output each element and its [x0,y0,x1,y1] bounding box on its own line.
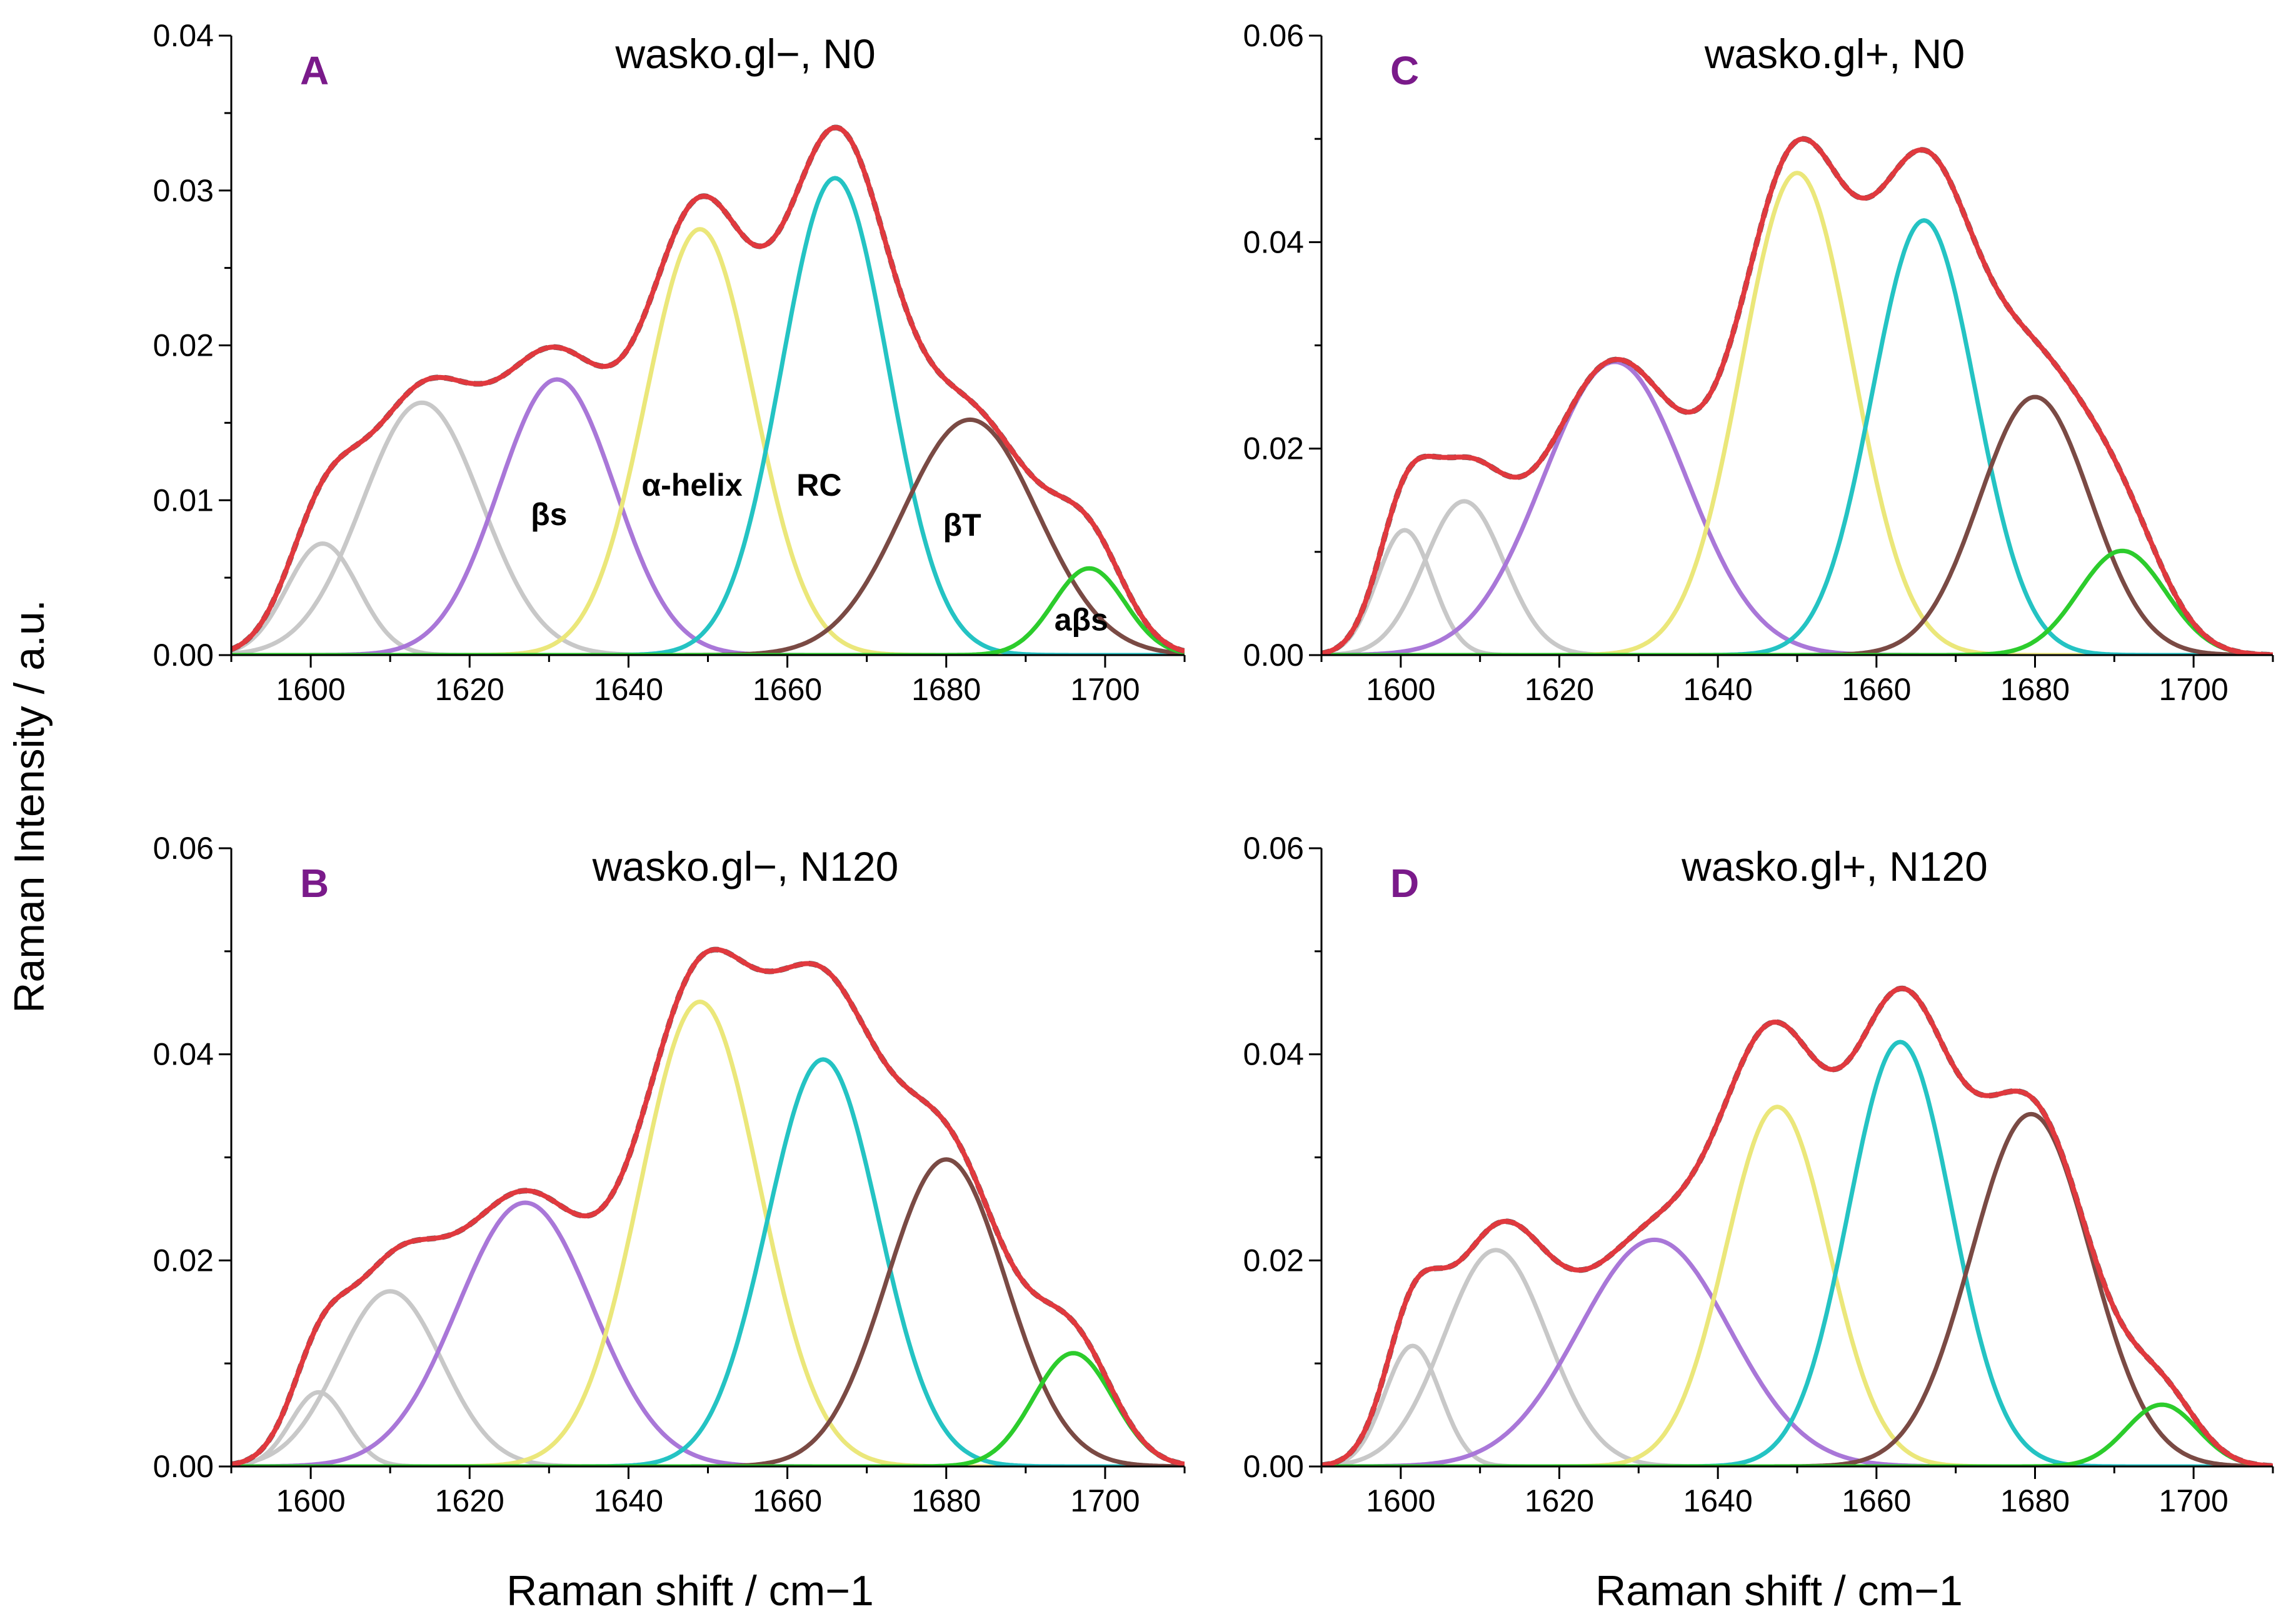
x-tick-label: 1660 [753,1483,822,1518]
x-tick-label: 1660 [753,672,822,707]
x-tick-label: 1680 [911,1483,981,1518]
series-alpha-helix [1321,1105,2273,1466]
y-tick-label: 0.06 [153,831,214,866]
panel-title: wasko.gl+, N0 [1704,31,1965,77]
x-tick-label: 1700 [2159,1483,2228,1518]
curves [1321,985,2273,1466]
y-tick-label: 0.04 [1243,224,1304,259]
series-beta-sheet [1321,359,2273,655]
x-tick-label: 1640 [1683,1483,1753,1518]
x-tick-label: 1640 [594,672,663,707]
panel-letter: A [300,48,329,93]
y-tick-label: 0.00 [1243,1449,1304,1484]
series-band-2 [1321,499,2273,655]
series-anti-beta-sheet [1321,548,2273,655]
panel-title: wasko.gl−, N0 [614,31,875,77]
y-tick-label: 0.06 [1243,18,1304,53]
series-anti-beta-sheet [1321,1402,2273,1466]
x-tick-label: 1620 [435,672,504,707]
series-random-coil [231,1057,1185,1466]
band-label: βT [943,508,981,543]
y-tick-label: 0.04 [153,18,214,53]
y-tick-label: 0.01 [153,483,214,518]
x-tick-label: 1600 [276,1483,345,1518]
x-tick-label: 1680 [911,672,981,707]
series-band-1 [231,541,1185,655]
x-tick-label: 1620 [1525,1483,1594,1518]
y-tick-label: 0.00 [153,1449,214,1484]
band-label: βs [531,497,567,532]
panel-d: 0.00 0.02 0.04 0.06 1600 1620 1640 1660 1680 1700… [1243,831,2274,1518]
y-tick-label: 0.02 [1243,1243,1304,1278]
series-random-coil [231,176,1185,655]
y-tick-label: 0.04 [1243,1037,1304,1072]
series-band-1 [1321,1343,2273,1466]
series-beta-sheet [231,377,1185,655]
x-tick-label: 1620 [435,1483,504,1518]
series-random-coil [1321,218,2273,655]
panel-c: 0.00 0.02 0.04 0.06 1600 1620 1640 1660 1680 1700… [1243,18,2274,707]
series-alpha-helix [231,1000,1185,1466]
series-alpha-helix [231,227,1185,655]
series-beta-sheet [1321,1237,2273,1466]
series-band-2 [1321,1248,2273,1466]
series-band-1 [1321,528,2273,655]
series-alpha-helix [1321,171,2273,655]
curves [231,124,1185,655]
series-beta-turn [1321,394,2273,655]
y-tick-label: 0.02 [1243,431,1304,466]
y-tick-label: 0.02 [153,328,214,363]
x-tick-label: 1680 [2000,672,2070,707]
fit-envelope [231,125,1185,654]
panel-letter: C [1390,48,1419,93]
measured-spectrum [231,124,1185,654]
panel-b: 0.00 0.02 0.04 0.06 1600 1620 1640 1660 1680 1700… [153,831,1186,1518]
band-label: α-helix [641,468,743,503]
y-tick-label: 0.04 [153,1037,214,1072]
measured-spectrum [1321,985,2273,1466]
band-label: RC [796,468,841,503]
series-anti-beta-sheet [231,566,1185,655]
x-tick-label: 1620 [1525,672,1594,707]
x-tick-label: 1660 [1842,672,1911,707]
measured-spectrum [1321,136,2273,655]
y-tick-label: 0.06 [1243,831,1304,866]
x-tick-label: 1640 [594,1483,663,1518]
x-tick-label: 1600 [276,672,345,707]
series-band-2 [231,1289,1185,1466]
series-anti-beta-sheet [231,1351,1185,1466]
y-axis-label: Raman Intensity / a.u. [6,599,53,1013]
y-tick-label: 0.00 [1243,638,1304,673]
curves [1321,136,2273,655]
fit-envelope [1321,986,2273,1466]
x-axis-label-left: Raman shift / cm−1 [506,1567,874,1615]
x-tick-label: 1700 [1070,672,1140,707]
y-tick-label: 0.00 [153,638,214,673]
x-tick-label: 1600 [1366,672,1435,707]
panels: 0.00 0.01 0.02 0.03 0.04 1600 1620 1640 1660 1680… [153,18,2274,1518]
panel-a: 0.00 0.01 0.02 0.03 0.04 1600 1620 1640 1660 1680… [153,18,1186,707]
x-tick-label: 1700 [1070,1483,1140,1518]
x-tick-label: 1700 [2159,672,2228,707]
x-axis-label-right: Raman shift / cm−1 [1595,1567,1963,1615]
y-tick-label: 0.03 [153,173,214,208]
band-label: aβs [1055,602,1108,637]
x-tick-label: 1600 [1366,1483,1435,1518]
series-band-1 [231,1390,1185,1466]
curves [231,946,1185,1466]
fit-envelope [1321,136,2273,655]
series-band-2 [231,400,1185,655]
panel-title: wasko.gl+, N120 [1681,843,1988,890]
y-tick-label: 0.02 [153,1243,214,1278]
x-tick-label: 1640 [1683,672,1753,707]
series-beta-sheet [231,1200,1185,1466]
panel-letter: D [1390,861,1419,906]
fit-envelope [231,947,1185,1466]
x-tick-label: 1680 [2000,1483,2070,1518]
x-tick-label: 1660 [1842,1483,1911,1518]
panel-title: wasko.gl−, N120 [592,843,899,890]
panel-letter: B [300,861,329,906]
